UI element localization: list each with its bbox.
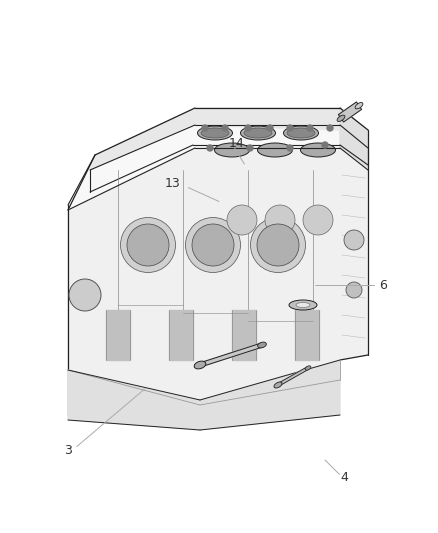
Polygon shape (277, 367, 309, 386)
Circle shape (207, 145, 213, 151)
Circle shape (247, 145, 253, 151)
Polygon shape (68, 360, 340, 430)
Ellipse shape (337, 115, 345, 122)
Circle shape (202, 125, 208, 131)
Ellipse shape (240, 126, 276, 140)
Circle shape (245, 125, 251, 131)
Polygon shape (68, 108, 368, 390)
Text: 4: 4 (340, 471, 348, 483)
Polygon shape (90, 108, 368, 170)
Ellipse shape (198, 126, 233, 140)
Ellipse shape (296, 303, 310, 308)
Ellipse shape (257, 224, 299, 266)
Polygon shape (340, 108, 368, 355)
Ellipse shape (258, 342, 266, 348)
Circle shape (222, 125, 228, 131)
Circle shape (287, 125, 293, 131)
Text: 13: 13 (165, 177, 181, 190)
Ellipse shape (192, 224, 234, 266)
Ellipse shape (346, 282, 362, 298)
Ellipse shape (127, 224, 169, 266)
Ellipse shape (289, 300, 317, 310)
Ellipse shape (201, 128, 229, 138)
Ellipse shape (251, 217, 305, 272)
Ellipse shape (69, 279, 101, 311)
Ellipse shape (258, 143, 293, 157)
Text: 3: 3 (64, 444, 72, 457)
Circle shape (322, 142, 328, 148)
Ellipse shape (120, 217, 176, 272)
Bar (295, 310, 319, 360)
Text: 14: 14 (229, 138, 244, 150)
Ellipse shape (283, 126, 318, 140)
Ellipse shape (305, 366, 311, 370)
Ellipse shape (274, 382, 282, 388)
Ellipse shape (303, 205, 333, 235)
Circle shape (287, 145, 293, 151)
Ellipse shape (300, 143, 336, 157)
Circle shape (327, 125, 333, 131)
Ellipse shape (355, 102, 363, 109)
Ellipse shape (244, 128, 272, 138)
Ellipse shape (215, 143, 250, 157)
Bar (232, 310, 256, 360)
Ellipse shape (287, 128, 315, 138)
Ellipse shape (265, 205, 295, 235)
Ellipse shape (344, 230, 364, 250)
Bar (169, 310, 193, 360)
Bar (106, 310, 130, 360)
Text: 6: 6 (379, 279, 387, 292)
Circle shape (307, 125, 313, 131)
Polygon shape (199, 343, 263, 367)
Ellipse shape (227, 205, 257, 235)
Polygon shape (339, 102, 362, 122)
Ellipse shape (194, 361, 206, 369)
Polygon shape (68, 148, 368, 415)
Circle shape (267, 125, 273, 131)
Ellipse shape (186, 217, 240, 272)
